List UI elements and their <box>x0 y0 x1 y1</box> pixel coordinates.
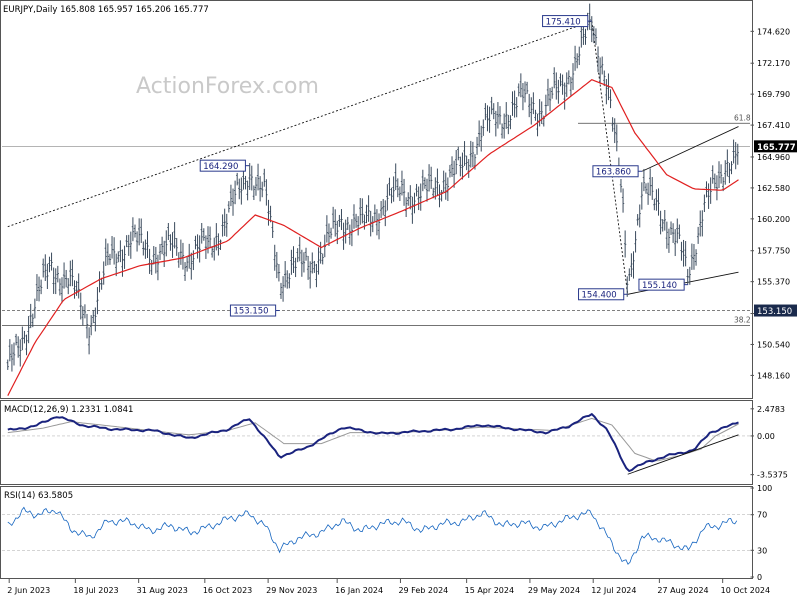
price-annotation: 175.410 <box>546 17 581 27</box>
price-annotation: 153.150 <box>233 307 268 317</box>
x-tick-label: 29 May 2024 <box>528 586 580 595</box>
x-tick-label: 29 Nov 2023 <box>266 586 317 595</box>
y-tick-label: 174.620 <box>757 27 790 36</box>
macd-line <box>7 412 739 473</box>
level-tag-label: 153.150 <box>757 307 792 317</box>
x-tick-label: 2 Jun 2023 <box>7 586 50 595</box>
price-annotation: 163.860 <box>596 167 631 177</box>
fib-level-label: 38.2 <box>734 315 751 324</box>
y-tick-label: 155.370 <box>757 278 790 287</box>
header-symbol: EURJPY <box>3 5 34 15</box>
macd-plot: 2.4783 0.00 -3.5375 <box>2 405 788 480</box>
current-price-label: 165.777 <box>757 143 796 153</box>
y-tick-label: 30 <box>757 546 767 555</box>
x-tick-label: 10 Oct 2024 <box>721 586 770 595</box>
y-tick-label: 167.410 <box>757 121 790 130</box>
y-tick-label: 0 <box>757 573 762 582</box>
rsi-panel <box>0 486 753 579</box>
x-tick-label: 16 Jan 2024 <box>335 586 383 595</box>
y-tick-label: 70 <box>757 511 767 520</box>
y-tick-label: 148.160 <box>757 371 790 380</box>
price-annotation-box <box>199 159 246 172</box>
price-plot: 174.620 172.170 169.790 167.410 164.960 162.5… <box>2 3 797 396</box>
x-tick-label: 31 Aug 2023 <box>137 586 188 595</box>
y-tick-label: -3.5375 <box>757 471 788 480</box>
price-panel <box>0 0 753 399</box>
header-timeframe: Daily <box>36 5 58 15</box>
macd-panel <box>0 400 753 485</box>
y-tick-label: 172.170 <box>757 59 790 68</box>
macd-trendline <box>627 434 739 475</box>
rsi-plot: 100 70 30 0 <box>2 484 772 582</box>
macd-title: MACD(12,26,9) 1.2331 1.0841 <box>4 405 133 415</box>
y-tick-label: 169.790 <box>757 90 790 99</box>
y-tick-label: 157.750 <box>757 247 790 256</box>
x-axis: 2 Jun 2023 18 Jul 2023 31 Aug 2023 16 Oct 2… <box>7 579 770 595</box>
rsi-line <box>7 506 738 565</box>
x-tick-label: 18 Jul 2023 <box>73 586 118 595</box>
x-tick-label: 15 Apr 2024 <box>465 586 514 595</box>
x-tick-label: 16 Oct 2023 <box>203 586 252 595</box>
fib-level-label: 61.8 <box>734 113 751 122</box>
y-tick-label: 150.540 <box>757 340 790 349</box>
y-tick-label: 100 <box>757 484 772 493</box>
x-tick-label: 29 Feb 2024 <box>398 586 448 595</box>
watermark: ActionForex.com <box>136 74 319 99</box>
moving-average-line <box>7 79 739 396</box>
y-tick-label: 162.580 <box>757 184 790 193</box>
y-tick-label: 0.00 <box>757 432 775 441</box>
price-annotation: 164.290 <box>203 162 238 172</box>
trendline <box>7 20 592 228</box>
level-tag-box <box>754 304 797 317</box>
x-tick-label: 27 Aug 2024 <box>657 586 708 595</box>
header-ohlc: 165.808 165.957 165.206 165.777 <box>60 5 209 15</box>
y-tick-label: 2.4783 <box>757 405 785 414</box>
x-tick-label: 12 Jul 2024 <box>591 586 636 595</box>
header-separator: , <box>33 5 36 15</box>
current-price-box <box>754 140 797 153</box>
rsi-title: RSI(14) 63.5805 <box>4 491 73 501</box>
chart-header: EURJPY,Daily 165.808 165.957 165.206 165… <box>3 5 209 15</box>
y-tick-label: 160.200 <box>757 215 790 224</box>
price-annotation: 155.140 <box>642 281 677 291</box>
y-tick-label: 164.960 <box>757 153 790 162</box>
price-annotation: 154.400 <box>582 290 617 300</box>
